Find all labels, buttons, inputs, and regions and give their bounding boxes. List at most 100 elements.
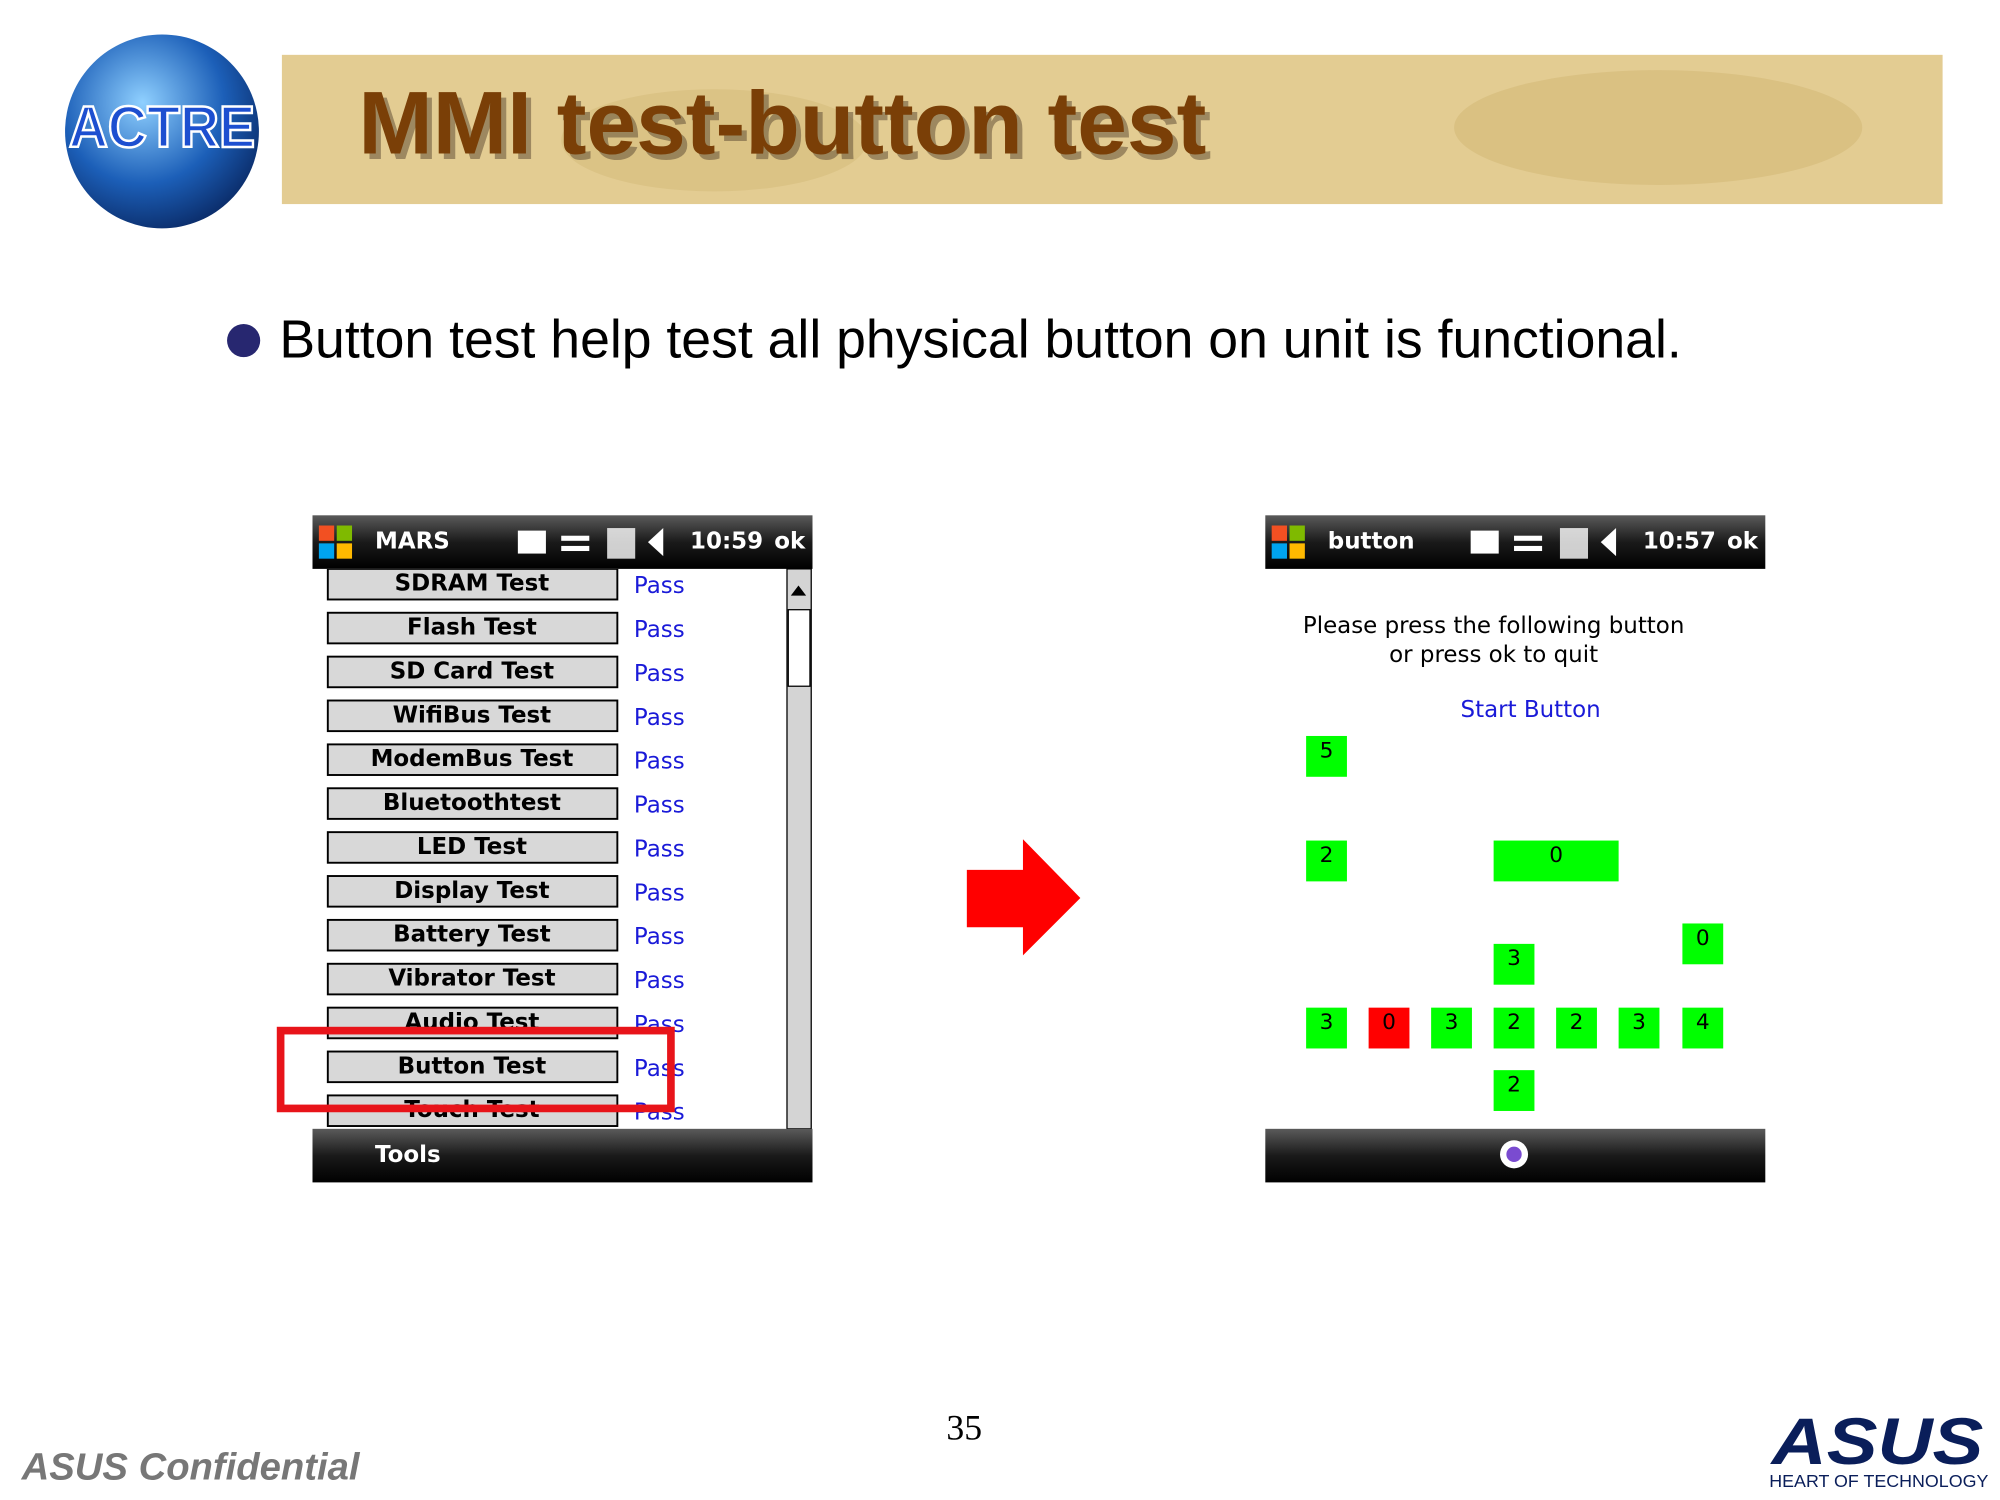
- test-name: Flash Test: [407, 615, 537, 641]
- test-name: Vibrator Test: [388, 966, 555, 992]
- test-status: Pass: [634, 968, 685, 994]
- test-button[interactable]: [326, 655, 619, 689]
- key-cell: [1368, 1007, 1410, 1049]
- windows-key-icon: [1506, 1146, 1522, 1162]
- key-cell: [1493, 840, 1619, 882]
- key-cell: [1493, 943, 1535, 985]
- key-label: 0: [1382, 1010, 1396, 1035]
- test-button[interactable]: [326, 831, 619, 864]
- highlight-box: [276, 1026, 675, 1113]
- start-icon: [1271, 525, 1305, 559]
- test-status: Pass: [634, 1056, 685, 1082]
- clock: 10:57: [1643, 529, 1716, 555]
- left-screenshot: MARS 10:59 ok SDRAM Test Pass Flash Test Pa…: [276, 515, 813, 1183]
- status-icons: [1470, 528, 1617, 559]
- test-status: Pass: [634, 705, 685, 731]
- map-decoration: [1454, 70, 1863, 185]
- ok-button[interactable]: ok: [774, 529, 806, 555]
- status-icons: [517, 528, 664, 559]
- top-bar: [312, 515, 813, 569]
- arrow: [966, 839, 1081, 956]
- key-cell: [1618, 1007, 1660, 1049]
- test-button[interactable]: [326, 568, 619, 601]
- ok-button[interactable]: ok: [1727, 529, 1759, 555]
- title-shadow: MMI test-button test: [364, 78, 1212, 178]
- key-cell: [1306, 735, 1347, 777]
- key-cell: [1682, 923, 1724, 965]
- logo-text: ACTRE: [69, 95, 255, 160]
- test-status: Pass: [634, 793, 685, 819]
- page-number: 35: [946, 1407, 982, 1447]
- key-cell: [1556, 1007, 1597, 1049]
- logo-globe: [65, 34, 259, 229]
- test-status: Pass: [634, 573, 685, 599]
- clock: 10:59: [690, 529, 763, 555]
- prompt: Start Button: [1461, 697, 1601, 723]
- key-label: 2: [1507, 1072, 1521, 1097]
- key-label: 0: [1549, 843, 1563, 868]
- instruction: or press ok to quit: [1389, 642, 1598, 668]
- key-cell: [1682, 1007, 1724, 1049]
- test-name: Battery Test: [393, 922, 551, 948]
- test-name: WifiBus Test: [393, 702, 551, 728]
- key-label: 4: [1696, 1010, 1710, 1035]
- test-status: Pass: [634, 880, 685, 906]
- brand-logo: ASUS: [1769, 1405, 1983, 1479]
- test-name: ModemBus Test: [371, 746, 574, 772]
- test-button[interactable]: [326, 1050, 619, 1084]
- screen-title: button: [1328, 529, 1415, 555]
- menu-item[interactable]: Tools: [375, 1142, 441, 1168]
- test-name: LED Test: [417, 834, 527, 860]
- key-label: 0: [1696, 926, 1710, 951]
- key-label: 3: [1632, 1010, 1646, 1035]
- key-label: 5: [1320, 738, 1334, 763]
- test-status: Pass: [634, 617, 685, 643]
- test-button[interactable]: [326, 611, 619, 645]
- test-button[interactable]: [326, 918, 619, 952]
- test-button[interactable]: [326, 962, 619, 996]
- bullet-text: Button test help test all physical butto…: [279, 310, 1681, 369]
- test-status: Pass: [634, 837, 685, 863]
- test-status: Pass: [634, 1100, 685, 1126]
- test-status: Pass: [634, 749, 685, 775]
- key-label: 3: [1445, 1010, 1459, 1035]
- key-label: 2: [1320, 843, 1334, 868]
- test-name: Bluetoothtest: [383, 790, 561, 816]
- test-name: SDRAM Test: [395, 571, 550, 597]
- start-icon: [318, 525, 353, 559]
- test-button[interactable]: [326, 743, 619, 776]
- key-cell: [1431, 1007, 1472, 1049]
- top-bar: [1265, 515, 1766, 569]
- bullet-dot: [227, 323, 261, 358]
- test-name: SD Card Test: [390, 658, 554, 684]
- instruction: Please press the following button: [1303, 613, 1685, 639]
- button-grid: 5 2 0 0 3 3 0 3 2 2 3 4 2: [1306, 735, 1724, 1111]
- key-label: 2: [1570, 1010, 1584, 1035]
- tagline: HEART OF TECHNOLOGY: [1769, 1471, 1988, 1491]
- key-cell: [1493, 1070, 1535, 1111]
- right-screenshot: button 10:57 ok Please press the followi…: [1265, 515, 1766, 1183]
- test-button[interactable]: [326, 787, 619, 820]
- key-label: 3: [1320, 1010, 1334, 1035]
- test-button[interactable]: [326, 699, 619, 733]
- test-name: Display Test: [394, 878, 549, 904]
- map-decoration: [561, 89, 868, 192]
- menu-bar: [312, 1128, 813, 1183]
- key-cell: [1306, 840, 1347, 882]
- key-cell: [1493, 1007, 1535, 1049]
- key-cell: [1306, 1007, 1347, 1049]
- title: MMI test-button test: [358, 73, 1206, 173]
- scroll-up[interactable]: [790, 585, 807, 596]
- test-status: Pass: [634, 924, 685, 950]
- scroll-thumb: [787, 609, 811, 687]
- test-name: Button Test: [398, 1053, 547, 1079]
- test-status: Pass: [634, 661, 685, 687]
- test-list: SDRAM Test Pass Flash Test Pass SD Card Test…: [326, 568, 685, 1127]
- key-label: 3: [1507, 946, 1521, 971]
- screen-title: MARS: [375, 529, 450, 555]
- key-label: 2: [1507, 1010, 1521, 1035]
- test-button[interactable]: [326, 875, 619, 908]
- confidential: ASUS Confidential: [21, 1445, 361, 1488]
